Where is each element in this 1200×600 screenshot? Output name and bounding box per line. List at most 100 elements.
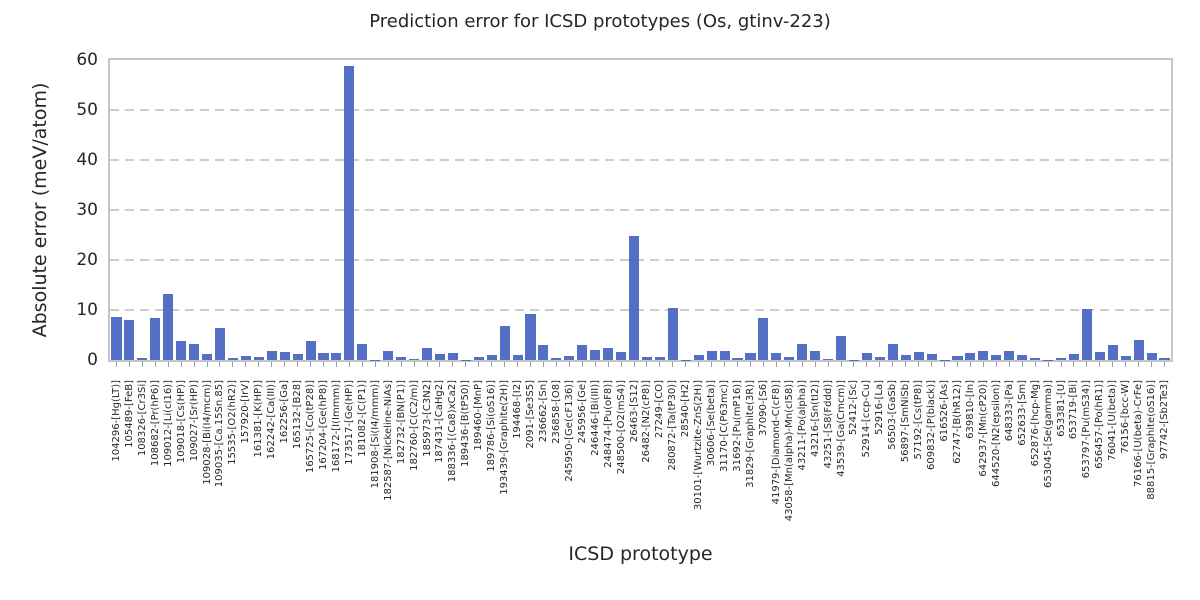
y-tick-label-30: 30 [76,200,98,220]
x-tick-label: 27249-[CO] [654,380,666,439]
x-tick-mark [1112,362,1114,367]
x-tick-label: 43058-[Mn(alpha)-Mn(cI58)] [783,380,795,522]
bar [926,353,937,360]
x-tick-mark [413,362,415,367]
bar [706,350,717,360]
bar [189,344,200,360]
x-tick-mark [530,362,532,367]
x-tick-label: 161381-[K(HP)] [253,380,265,458]
x-tick-mark [128,362,130,367]
x-tick-label: 236858-[O8] [550,380,562,444]
x-tick-mark [620,362,622,367]
x-tick-label: 88815-[Graphite(oS16)] [1146,380,1158,500]
bar [732,357,743,360]
x-tick-mark [555,362,557,367]
y-tick-label-20: 20 [76,250,98,270]
bar [823,359,834,360]
x-tick-label: 31170-[C(P63mc)] [719,380,731,473]
x-tick-mark [957,362,958,367]
bar [900,354,911,360]
bar [486,355,497,360]
x-tick-label: 653719-[Bi] [1068,380,1080,440]
bar [797,344,808,360]
x-tick-label: 168172-[I(Immm)] [330,380,342,473]
bar [603,347,614,360]
x-tick-label: 609832-[P(black)] [926,380,938,470]
x-tick-label: 26482-[N2(cP8)] [641,380,653,463]
bar [176,340,187,360]
x-tick-mark [1138,362,1140,367]
x-tick-mark [581,362,583,367]
x-tick-label: 41979-[Diamond-C(cF8)] [770,380,782,505]
x-tick-label: 28540-[H2] [680,380,692,438]
x-tick-label: 653045-[Se(gamma)] [1042,380,1054,488]
x-tick-mark [1008,362,1010,367]
bar [978,351,989,360]
x-tick-label: 182760-[C(C2/m)] [408,380,420,471]
bar [1146,352,1157,360]
x-tick-mark [594,362,596,367]
x-tick-mark [426,362,428,367]
x-tick-label: 248500-[O2(mS4)] [615,380,627,475]
x-tick-mark [775,362,777,367]
bar [641,356,652,360]
x-tick-label: 165725-[Co(tP28)] [305,380,317,474]
bar [1030,358,1041,360]
x-axis-label: ICSD prototype [568,543,713,565]
x-tick-mark [646,362,648,367]
x-tick-label: 57192-[Cs(tP8)] [913,380,925,460]
bar [745,352,756,360]
x-tick-label: 193439-[Graphite(2H)] [499,380,511,495]
x-tick-mark [517,362,519,367]
x-tick-label: 652633-[Sm] [1016,380,1028,446]
bar [279,351,290,360]
x-tick-label: 109012-[Li(cI16)] [162,380,174,467]
x-tick-label: 76166-[U(beta)-CrFe] [1133,380,1145,487]
x-tick-mark [348,362,350,367]
x-tick-mark [1099,362,1101,367]
x-tick-mark [206,362,208,367]
bar [201,354,213,360]
x-tick-mark [180,362,182,367]
x-tick-label: 653797-[Pu(mS34)] [1081,380,1093,479]
x-tick-mark [866,362,868,367]
bar [331,352,342,360]
y-tick-label-0: 0 [87,350,98,370]
plot-spine-bottom [108,360,1173,362]
x-tick-mark [1060,362,1062,367]
bar [460,359,471,360]
x-tick-label: 165132-[B28] [292,380,304,450]
x-tick-mark [633,362,635,367]
bar [887,343,898,360]
x-tick-mark [918,362,920,367]
plot-spine-top [108,58,1173,60]
x-tick-label: 639810-[In] [964,380,976,439]
bar [1081,309,1092,360]
x-tick-label: 43211-[Po(alpha)] [796,380,808,471]
x-tick-label: 31829-[Graphite(3R)] [744,380,756,488]
bar [305,341,316,360]
bar [667,307,678,360]
x-tick-label: 236662-[Sn] [537,380,549,443]
bar [266,351,277,360]
x-tick-mark [801,362,803,367]
bar [1068,353,1079,360]
x-tick-label: 52914-[ccp-Cu] [861,380,873,458]
bar [214,327,225,360]
x-tick-mark [1125,362,1127,367]
x-tick-label: 653381-[U] [1055,380,1067,437]
bar [1017,355,1028,360]
x-tick-label: 52916-[La] [874,380,886,435]
x-tick-mark [439,362,441,367]
x-tick-mark [115,362,117,367]
x-tick-label: 30101-[Wurtzite-ZnS(2H)] [693,380,705,511]
x-tick-label: 105489-[FeB] [123,380,135,448]
x-tick-mark [788,362,790,367]
x-tick-mark [141,362,143,367]
x-tick-mark [1047,362,1049,367]
bar [1107,345,1118,360]
x-tick-mark [1073,362,1075,367]
x-tick-mark [542,362,544,367]
x-tick-label: 656457-[Po(hR1)] [1094,380,1106,469]
bar [1159,357,1170,360]
